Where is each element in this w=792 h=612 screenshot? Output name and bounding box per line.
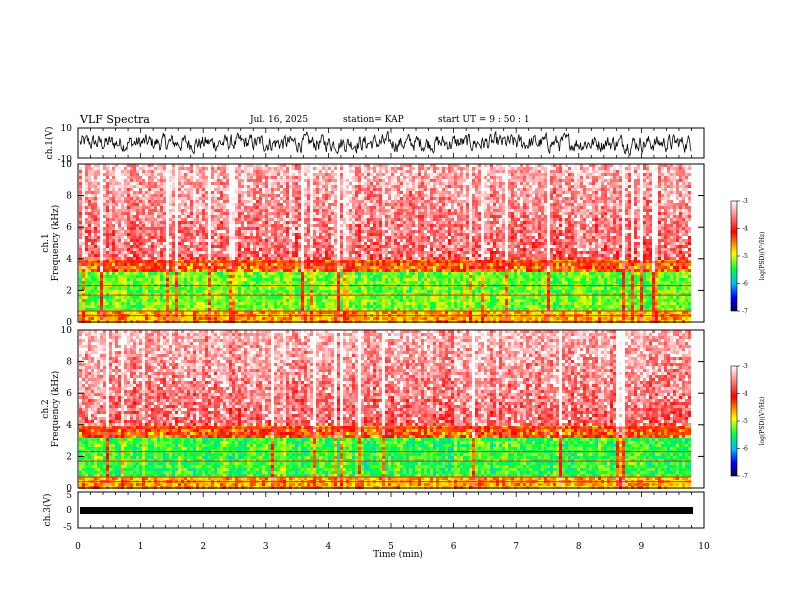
ch2-spectrogram-channel-label: ch.2: [41, 399, 51, 418]
spectrogram-ytick: 10: [61, 326, 73, 336]
ch3-ylabel: ch.3(V): [42, 494, 53, 527]
ch1-colorbar-label: log(PSD)(V²/Hz): [759, 232, 766, 281]
time-axis-tick: 2: [200, 542, 206, 552]
colorbar-tick: -7: [742, 308, 748, 315]
time-axis-tick: 7: [513, 542, 519, 552]
spectrogram-ytick: 6: [66, 223, 72, 233]
colorbar-tick: -6: [742, 446, 748, 453]
spectrogram-ytick: 2: [66, 452, 72, 462]
colorbar-tick: -7: [742, 473, 748, 480]
ch2-colorbar: -3 -4 -5 -6 -7 log(PSD)(V²/Hz): [731, 363, 766, 480]
ch1-waveform-panel: 10 -10 ch.1(V): [44, 124, 704, 165]
colorbar-tick: -5: [742, 253, 748, 260]
time-axis-tick: 1: [138, 542, 144, 552]
time-axis-tick: 10: [698, 542, 710, 552]
spectrogram-ytick: 4: [66, 421, 72, 431]
ch2-colorbar-label: log(PSD)(V²/Hz): [759, 397, 766, 446]
spectrogram-ytick: 2: [66, 286, 72, 296]
time-axis-tick: 8: [576, 542, 582, 552]
start-time-label: start UT = 9 : 50 : 1: [438, 115, 530, 125]
spectrogram-ytick: 10: [61, 160, 73, 170]
ch1-spectrogram-ylabel: Frequency (kHz): [50, 205, 61, 282]
ch3-waveform-line: [80, 507, 693, 514]
ch3-ytick-top: 5: [66, 491, 72, 501]
time-axis-label: Time (min): [373, 549, 423, 560]
time-axis-tick: 9: [639, 542, 645, 552]
time-axis-tick: 6: [451, 542, 457, 552]
ch3-waveform-panel: 5 0 -5 ch.3(V): [42, 491, 704, 533]
ch1-ylabel: ch.1(V): [44, 127, 55, 160]
ch3-ytick-bottom: -5: [63, 523, 72, 533]
ch2-colorbar-gradient: [731, 366, 737, 476]
vlf-spectra-figure: VLF Spectra Jul. 16, 2025 station= KAP s…: [0, 0, 792, 612]
colorbar-tick: -4: [742, 391, 748, 398]
colorbar-tick: -4: [742, 226, 748, 233]
ch1-spectrogram-image: [78, 164, 704, 323]
ch1-spectrogram-channel-label: ch.1: [41, 233, 51, 252]
colorbar-tick: -3: [742, 198, 748, 205]
colorbar-tick: -6: [742, 281, 748, 288]
ch1-ytick-top: 10: [61, 124, 73, 134]
ch1-colorbar: -3 -4 -5 -6 -7 log(PSD)(V²/Hz): [731, 198, 766, 315]
ch3-ytick-mid: 0: [66, 506, 72, 516]
station-label: station= KAP: [343, 115, 404, 125]
colorbar-tick: -5: [742, 418, 748, 425]
time-axis-tick: 4: [326, 542, 332, 552]
ch2-spectrogram-image: [78, 330, 704, 489]
date-label: Jul. 16, 2025: [249, 115, 308, 125]
figure-title: VLF Spectra: [79, 113, 150, 126]
spectrogram-ytick: 6: [66, 389, 72, 399]
spectrogram-ytick: 8: [66, 192, 72, 202]
ch1-colorbar-gradient: [731, 201, 737, 311]
colorbar-tick: -3: [742, 363, 748, 370]
time-axis-tick: 0: [75, 542, 81, 552]
time-axis-tick: 3: [263, 542, 269, 552]
spectrogram-ytick: 4: [66, 255, 72, 265]
spectrogram-ytick: 8: [66, 358, 72, 368]
ch2-spectrogram-ylabel: Frequency (kHz): [50, 371, 61, 448]
